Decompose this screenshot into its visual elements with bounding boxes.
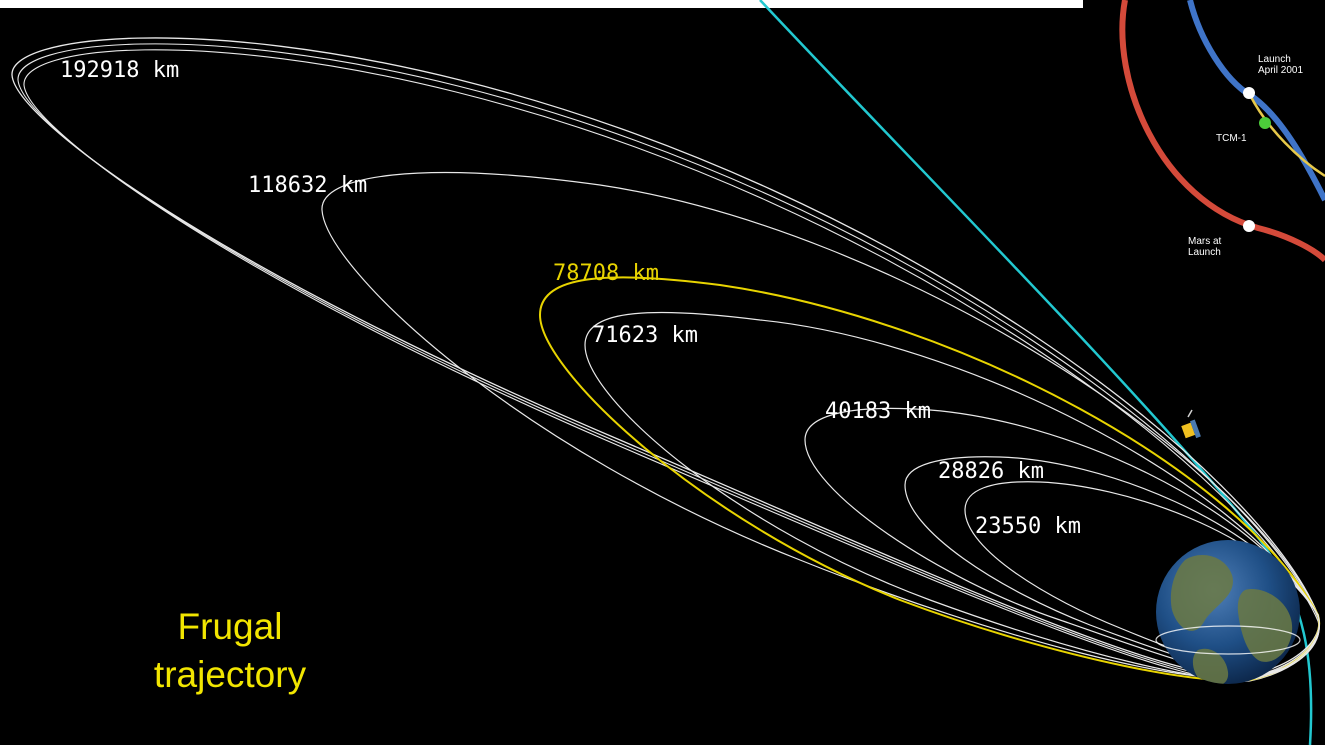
earth-icon [1155,540,1301,684]
transfer-path [759,0,1313,745]
mars-label-line1: Mars at [1188,236,1222,247]
caption-line1: Frugal [177,606,283,647]
orbit-label-118632: 118632 km [248,173,367,198]
launch-label: Launch April 2001 [1258,54,1303,76]
mars-at-launch-point [1243,220,1255,232]
caption-line2: trajectory [153,654,307,695]
orbit-inset: Launch April 2001 TCM-1 Mars at Launch [1119,0,1325,263]
orbit-label-71623: 71623 km [592,323,698,348]
orbit-bundle [11,37,1321,683]
top-strip [0,0,1083,8]
launch-label-line2: April 2001 [1258,65,1303,76]
launch-label-line1: Launch [1258,54,1291,65]
orbit-23550 [964,481,1320,673]
caption: Frugal trajectory [100,603,360,699]
mars-orbit-arc [1119,0,1325,263]
orbit-192918-c [23,49,1320,683]
tcm-point [1259,117,1271,129]
mars-label: Mars at Launch [1188,236,1224,258]
earth-orbit-arc [1187,0,1325,202]
spacecraft-icon [1181,409,1201,439]
orbit-label-192918: 192918 km [60,58,179,83]
orbit-192918 [11,37,1320,677]
launch-point [1243,87,1255,99]
orbit-label-23550: 23550 km [975,514,1081,539]
orbit-192918-b [17,43,1320,680]
mars-label-line2: Launch [1188,247,1221,258]
tcm-label: TCM-1 [1216,133,1247,144]
orbit-label-40183: 40183 km [825,399,931,424]
orbit-label-78708: 78708 km [553,261,659,286]
transfer-path-inset [1248,94,1325,178]
orbit-label-28826: 28826 km [938,459,1044,484]
